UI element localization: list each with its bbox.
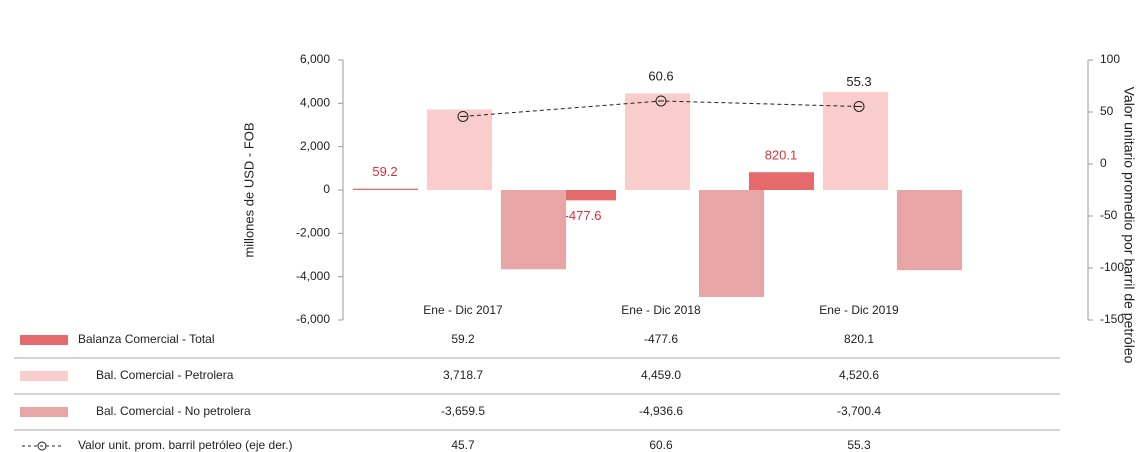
line-label: 55.3 [846,74,871,89]
y2-tick-label: 0 [1100,156,1107,170]
x-tick-label: Ene - Dic 2018 [621,303,701,317]
legend-swatch [20,407,68,417]
y2-tick-label: 50 [1100,104,1114,118]
data-label: 59.2 [372,164,397,179]
y2-tick-label: -150 [1100,312,1124,326]
table-cell: 59.2 [451,332,475,346]
line-marker [853,100,865,112]
legend-swatch [20,335,68,345]
y-tick-label: 2,000 [300,139,330,153]
x-tick-label: Ene - Dic 2017 [423,303,503,317]
x-tick-label: Ene - Dic 2019 [819,303,899,317]
table-cell: -4,936.6 [639,404,683,418]
table-cell: 4,459.0 [641,368,681,382]
bar [427,109,492,190]
line-label: 60.6 [648,68,673,83]
y-tick-label: 6,000 [300,52,330,66]
bar [699,190,764,297]
legend-label: Bal. Comercial - Petrolera [96,368,234,382]
data-label: -477.6 [565,208,602,223]
line-marker [655,95,667,107]
bar [823,92,888,190]
table-cell: 4,520.6 [839,368,879,382]
legend-swatch [20,371,68,381]
table-cell: 45.7 [451,438,475,452]
line-marker [457,110,469,122]
table-cell: 55.3 [847,438,871,452]
y-tick-label: -2,000 [296,226,330,240]
data-label: 820.1 [765,148,798,163]
bar [551,190,616,201]
y2-tick-label: -100 [1100,260,1124,274]
legend-label: Bal. Comercial - No petrolera [96,404,251,418]
y-axis-label: millones de USD - FOB [241,122,256,257]
table-cell: 820.1 [844,332,874,346]
y2-tick-label: 100 [1100,52,1120,66]
table-cell: 60.6 [649,438,673,452]
table-cell: -3,700.4 [837,404,881,418]
table-cell: -477.6 [644,332,678,346]
bar [501,190,566,270]
bar [749,172,814,190]
table-cell: -3,659.5 [441,404,485,418]
y2-axis-label: Valor unitario promedio por barril de pe… [1121,87,1137,364]
legend-marker [37,441,47,451]
legend-label: Balanza Comercial - Total [78,332,215,346]
table-cell: 3,718.7 [443,368,483,382]
y-tick-label: 0 [323,182,330,196]
y2-tick-label: -50 [1100,208,1118,222]
y-tick-label: -6,000 [296,312,330,326]
legend-label: Valor unit. prom. barril petróleo (eje d… [78,438,293,452]
bar [897,190,962,271]
bar [625,93,690,190]
y-tick-label: -4,000 [296,269,330,283]
y-tick-label: 4,000 [300,96,330,110]
bar [353,188,418,190]
